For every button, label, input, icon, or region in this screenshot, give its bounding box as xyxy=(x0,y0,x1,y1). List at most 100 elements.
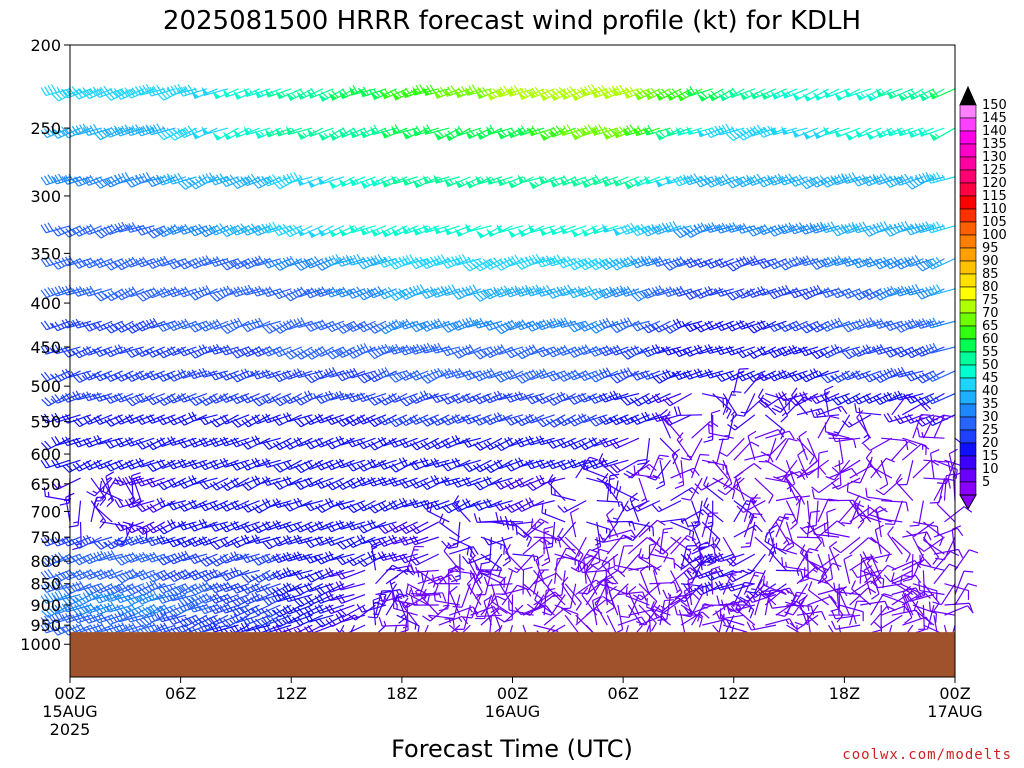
wind-barb xyxy=(569,507,580,538)
colorbar-label: 125 xyxy=(982,163,1007,178)
wind-barb xyxy=(856,410,872,439)
wind-barb xyxy=(485,175,513,185)
wind-barb xyxy=(683,585,693,616)
colorbar-label: 15 xyxy=(982,449,999,464)
y-tick-label: 950 xyxy=(30,616,61,635)
wind-barb xyxy=(543,526,554,555)
x-year-label: 2025 xyxy=(50,720,91,739)
wind-barb xyxy=(925,370,956,382)
credit-link[interactable]: coolwx.com/modelts xyxy=(842,747,1012,763)
wind-barb xyxy=(831,477,861,490)
colorbar-label: 40 xyxy=(982,384,999,399)
y-tick-label: 350 xyxy=(30,244,61,263)
wind-barb xyxy=(51,458,81,469)
y-tick-label: 500 xyxy=(30,377,61,396)
wind-barb xyxy=(543,587,556,616)
wind-barb xyxy=(251,255,281,267)
wind-barb xyxy=(462,437,492,448)
wind-barb xyxy=(605,566,616,595)
wind-barb xyxy=(817,562,842,585)
wind-barb xyxy=(422,604,450,622)
wind-barb xyxy=(722,393,738,422)
y-tick-label: 900 xyxy=(30,596,61,615)
wind-barb xyxy=(683,370,713,380)
colorbar-label: 80 xyxy=(982,280,999,295)
wind-barb xyxy=(781,125,808,136)
wind-barb xyxy=(473,513,502,523)
wind-barb xyxy=(588,459,619,470)
wind-barb xyxy=(807,581,829,606)
wind-barb xyxy=(851,174,882,187)
wind-barb xyxy=(796,495,810,523)
wind-barb xyxy=(710,565,721,595)
wind-barb xyxy=(388,521,418,534)
plot-area xyxy=(40,44,979,678)
wind-barb xyxy=(177,223,208,235)
wind-barb xyxy=(391,175,418,185)
wind-barb xyxy=(490,583,500,614)
wind-barb xyxy=(483,595,493,626)
wind-barb xyxy=(791,387,808,416)
wind-barb xyxy=(831,459,861,474)
wind-barb xyxy=(659,599,674,626)
wind-barb xyxy=(834,438,844,468)
wind-barb xyxy=(894,320,924,333)
wind-barb xyxy=(304,500,334,512)
wind-barb xyxy=(817,450,829,479)
wind-barb xyxy=(807,595,837,606)
wind-barb xyxy=(93,288,123,302)
wind-barb xyxy=(722,570,742,595)
wind-barb xyxy=(797,448,809,479)
wind-barb xyxy=(166,172,197,185)
wind-barb xyxy=(135,437,166,450)
wind-barb xyxy=(512,553,540,566)
wind-barb xyxy=(881,593,906,613)
wind-barb xyxy=(528,125,555,137)
wind-barb xyxy=(464,223,492,233)
wind-barb xyxy=(219,536,250,548)
wind-barb xyxy=(843,554,853,584)
wind-barb xyxy=(451,435,482,445)
wind-barb xyxy=(722,390,742,416)
colorbar-swatch xyxy=(959,156,977,171)
wind-barb xyxy=(648,542,659,571)
wind-barb xyxy=(767,288,798,300)
wind-barb xyxy=(901,443,930,461)
wind-barb xyxy=(828,437,857,449)
wind-barb xyxy=(683,346,713,357)
wind-barb xyxy=(188,257,218,269)
wind-barb xyxy=(483,346,513,359)
wind-barb xyxy=(831,432,861,443)
wind-barb xyxy=(378,617,408,627)
colorbar-label: 50 xyxy=(982,358,999,373)
wind-barb xyxy=(875,88,903,98)
wind-barb xyxy=(554,556,567,584)
wind-barb xyxy=(725,603,755,612)
wind-barb xyxy=(348,176,376,187)
wind-barb xyxy=(596,569,626,585)
wind-barb xyxy=(462,284,492,297)
wind-barb xyxy=(209,614,239,626)
wind-barb xyxy=(146,346,176,358)
wind-barb xyxy=(591,174,619,186)
wind-barb xyxy=(490,592,513,616)
wind-barb xyxy=(272,498,302,509)
wind-barb xyxy=(240,258,271,270)
wind-barb xyxy=(672,318,703,329)
wind-barb xyxy=(617,616,648,626)
wind-barb xyxy=(670,487,700,502)
wind-barb xyxy=(372,596,383,626)
wind-barb xyxy=(167,500,197,511)
wind-barb xyxy=(325,437,355,450)
wind-barb xyxy=(757,388,777,416)
wind-barb xyxy=(599,533,629,543)
wind-barb xyxy=(904,414,935,424)
wind-barb xyxy=(580,83,608,97)
wind-barb xyxy=(733,581,754,606)
wind-barb xyxy=(881,605,911,616)
ground-rect xyxy=(70,632,955,677)
wind-barb xyxy=(912,521,939,536)
wind-barb xyxy=(546,578,566,606)
wind-barb xyxy=(775,513,795,538)
colorbar-swatch xyxy=(959,195,977,210)
